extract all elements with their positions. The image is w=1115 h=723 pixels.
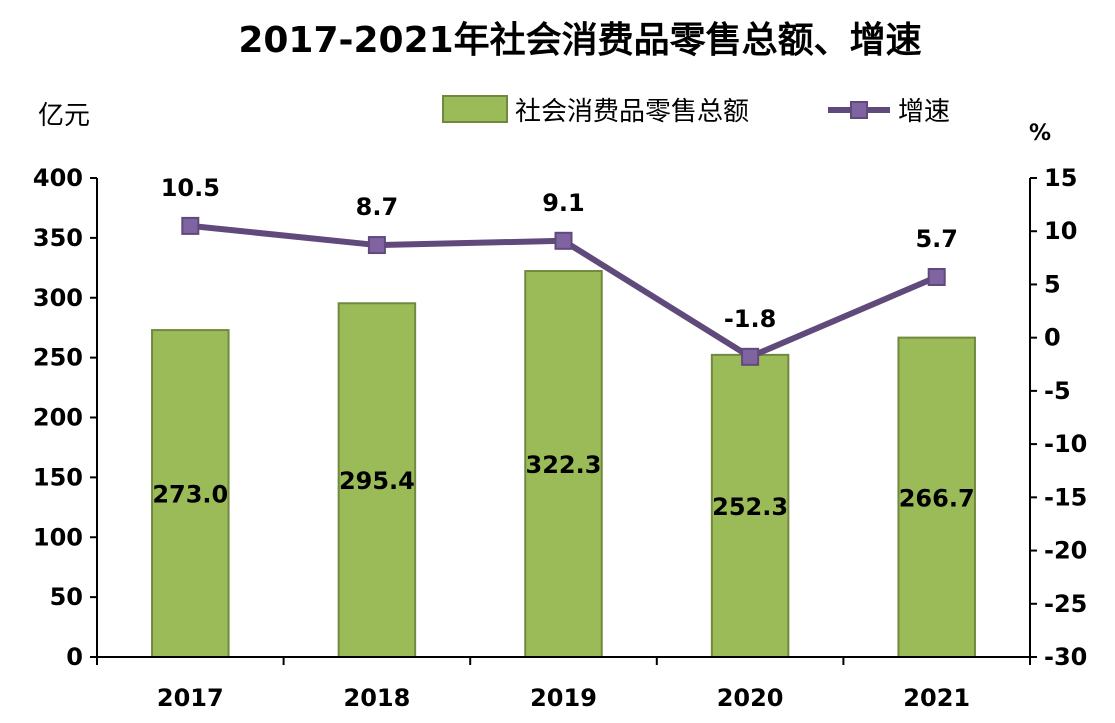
growth-point-2018 [367, 236, 386, 255]
right-tick-label: 15 [1044, 164, 1077, 192]
growth-line: 10.5 8.7 9.1 -1.8 5.7 [161, 174, 958, 366]
x-tick-label: 2019 [530, 684, 597, 712]
right-tick-label: -30 [1044, 643, 1087, 671]
right-axis-unit: % [1029, 121, 1051, 146]
left-tick-label: 150 [33, 463, 83, 491]
left-tick-label: 350 [33, 224, 83, 252]
growth-value-label: 5.7 [915, 225, 958, 253]
legend-line-marker [850, 101, 868, 119]
growth-point-2020 [741, 347, 760, 366]
right-tick-label: -20 [1044, 537, 1087, 565]
right-tick-label: -10 [1044, 430, 1087, 458]
bar-value-label: 252.3 [712, 493, 788, 521]
left-tick-label: 250 [33, 344, 83, 372]
left-tick-label: 300 [33, 284, 83, 312]
growth-point-2019 [554, 231, 573, 250]
legend-bar-label: 社会消费品零售总额 [515, 97, 749, 127]
bar-2017 [151, 329, 230, 658]
right-tick-label: -5 [1044, 377, 1071, 405]
right-tick-label: 5 [1044, 270, 1061, 298]
growth-value-label: 9.1 [542, 189, 585, 217]
right-axis-ticks: -30 -25 -20 -15 -10 -5 0 5 10 15 [1030, 164, 1087, 671]
bar-2020 [710, 353, 790, 658]
left-tick-label: 100 [33, 523, 83, 551]
growth-value-label: 8.7 [356, 193, 399, 221]
left-tick-label: 0 [66, 643, 83, 671]
bar-2019 [524, 270, 603, 658]
bar-value-label: 266.7 [899, 484, 975, 512]
right-tick-label: -25 [1044, 590, 1087, 618]
x-tick-label: 2018 [344, 684, 411, 712]
legend: 社会消费品零售总额 增速 [442, 95, 950, 127]
bar-2018 [337, 302, 417, 658]
left-axis-unit: 亿元 [38, 101, 90, 131]
growth-value-label: -1.8 [724, 305, 776, 333]
x-tick-label: 2021 [903, 684, 970, 712]
bar-2021 [897, 336, 976, 658]
bars: 273.0 295.4 322.3 252.3 266.7 [151, 270, 976, 658]
legend-line-label: 增速 [898, 97, 950, 127]
bar-value-label: 322.3 [526, 451, 602, 479]
x-tick-label: 2020 [717, 684, 784, 712]
right-tick-label: 0 [1044, 324, 1061, 352]
bar-value-label: 273.0 [152, 481, 228, 509]
chart-title: 2017-2021年社会消费品零售总额、增速 [238, 20, 921, 61]
x-axis-labels: 2017 2018 2019 2020 2021 [96, 657, 1031, 712]
growth-point-2021 [927, 267, 946, 286]
left-tick-label: 50 [50, 583, 83, 611]
right-tick-label: -15 [1044, 483, 1087, 511]
left-axis-ticks: 0 50 100 150 200 250 300 350 400 [33, 164, 97, 671]
growth-point-2017 [181, 216, 200, 235]
bar-value-label: 295.4 [339, 467, 415, 495]
x-tick-label: 2017 [157, 684, 224, 712]
legend-bar-swatch [442, 95, 508, 123]
right-tick-label: 10 [1044, 217, 1077, 245]
left-tick-label: 400 [33, 164, 83, 192]
growth-value-label: 10.5 [161, 174, 220, 202]
left-tick-label: 200 [33, 404, 83, 432]
